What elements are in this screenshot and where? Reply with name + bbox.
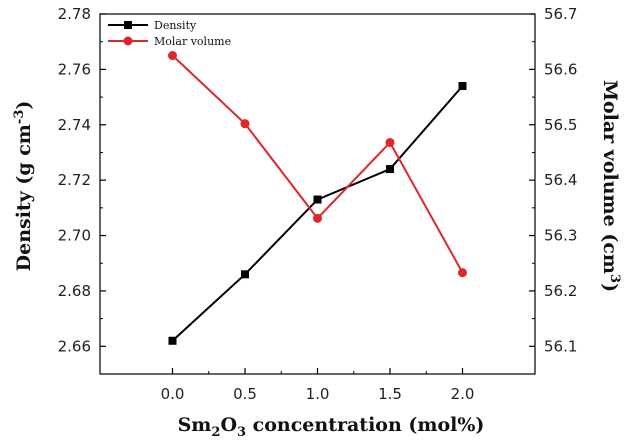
legend-density-marker [124,21,132,29]
x-tick-label: 2.0 [451,385,475,403]
y-right-tick-label: 56.7 [544,5,577,23]
y-left-tick-label: 2.78 [58,5,91,23]
molar-volume-point [168,51,177,61]
density-point [386,165,394,174]
y-left-tick-label: 2.66 [58,337,91,355]
y-right-tick-label: 56.1 [544,337,577,355]
plot-area: 0.0 0.5 1.0 1.5 2.0 2.66 2.68 2.70 2.72 2.74 2.76 2… [58,5,578,403]
y-right-axis-title: Molar volume (cm3) [599,80,622,292]
molar-volume-point [240,119,250,129]
x-tick-label: 1.0 [306,385,330,403]
x-tick-label: 0.5 [233,385,257,403]
legend: Density Molar volume [108,19,231,48]
molar-volume-point [313,213,322,223]
x-tick-label: 0.0 [161,385,185,403]
y-right-tick-label: 56.4 [544,171,577,189]
molar-volume-point [458,268,467,278]
density-point [458,82,467,90]
y-right-tick-label: 56.6 [544,60,577,78]
y-left-tick-label: 2.70 [58,227,91,245]
plot-frame [99,13,536,375]
density-point [313,195,322,204]
y-left-axis-title: Density (g cm-3) [12,101,35,272]
y-left-tick-label: 2.76 [58,60,91,78]
x-tick-label: 1.5 [378,385,402,403]
density-point [168,336,177,345]
density-line [171,85,464,342]
y-right-tick-label: 56.5 [544,116,577,134]
legend-density-label: Density [154,19,197,32]
y-left-tick-label: 2.74 [58,116,91,134]
x-axis-title: Sm2O3 concentration (mol%) [178,414,485,440]
legend-molar-volume-marker [123,36,133,46]
y-left-tick-label: 2.72 [58,171,91,189]
y-left-tick-label: 2.68 [58,282,91,300]
molar-volume-point [385,137,395,147]
y-right-tick-label: 56.2 [544,282,577,300]
legend-molar-volume-label: Molar volume [154,35,231,48]
density-point [241,270,249,279]
molar-volume-line [171,54,464,274]
y-right-tick-label: 56.3 [544,227,577,245]
